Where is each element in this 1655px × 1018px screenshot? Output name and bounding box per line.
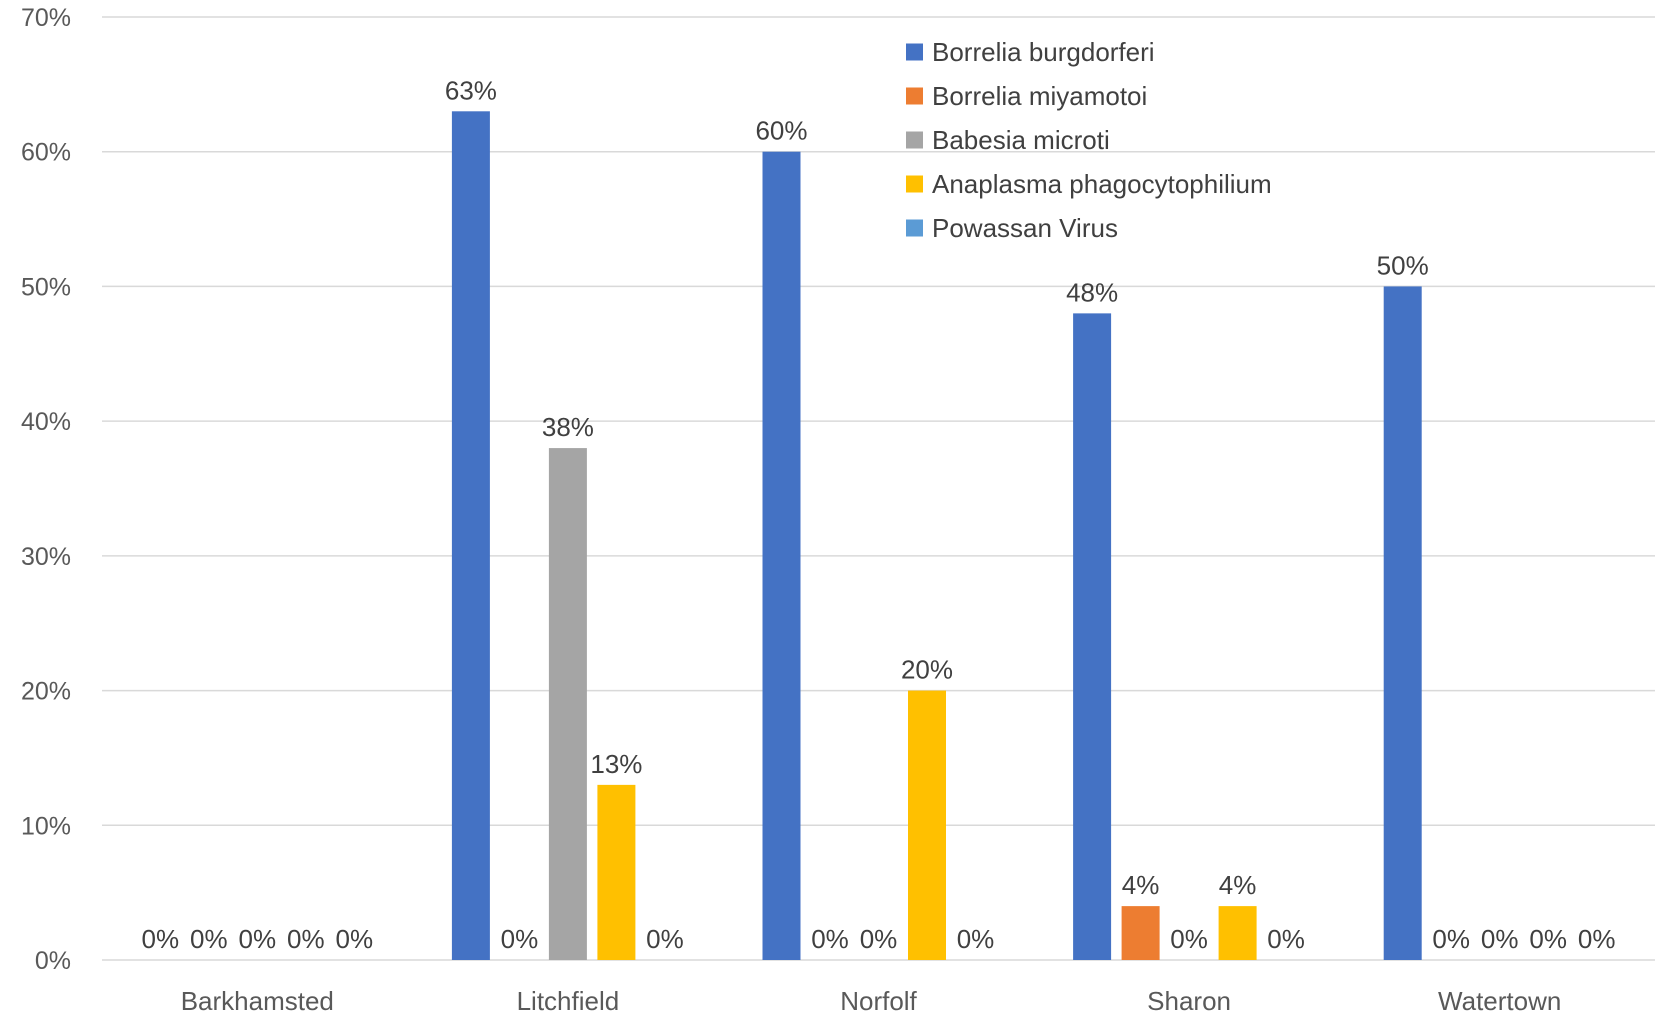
y-tick-label: 60% — [21, 139, 71, 167]
data-label: 0% — [1432, 924, 1470, 954]
data-label: 0% — [1529, 924, 1567, 954]
data-label: 0% — [336, 924, 374, 954]
data-label: 0% — [1170, 924, 1208, 954]
legend-label: Borrelia burgdorferi — [932, 37, 1155, 67]
bar — [548, 448, 587, 960]
legend: Borrelia burgdorferi Borrelia miyamotoi Ba… — [906, 37, 1272, 243]
data-label: 0% — [190, 924, 228, 954]
data-label: 48% — [1066, 277, 1118, 307]
data-label: 13% — [590, 749, 642, 779]
data-label: 4% — [1219, 870, 1257, 900]
data-label: 0% — [287, 924, 325, 954]
data-label: 38% — [542, 412, 594, 442]
x-category-label: Barkhamsted — [181, 986, 334, 1016]
bar — [1383, 286, 1422, 960]
legend-label: Anaplasma phagocytophilium — [932, 169, 1272, 199]
bar — [908, 690, 946, 960]
data-label: 0% — [1578, 924, 1616, 954]
y-tick-label: 30% — [21, 543, 71, 571]
bar — [1218, 906, 1257, 960]
data-label: 60% — [755, 116, 807, 146]
data-label: 0% — [501, 924, 539, 954]
legend-swatch — [906, 43, 923, 61]
data-label: 4% — [1122, 870, 1160, 900]
bar — [1121, 906, 1160, 960]
y-tick-label: 10% — [21, 812, 71, 840]
data-label: 0% — [142, 924, 180, 954]
bar — [762, 151, 801, 960]
legend-swatch — [906, 219, 923, 237]
x-axis-categories: Barkhamsted Litchfield Norfolf Sharon Watert… — [181, 986, 1562, 1016]
data-label: 0% — [239, 924, 277, 954]
y-tick-label: 20% — [21, 678, 71, 706]
y-axis-ticks: 0% 10% 20% 30% 40% 50% 60% 70% — [21, 4, 71, 975]
bar — [451, 111, 490, 961]
legend-swatch — [906, 175, 923, 193]
legend-swatch — [906, 87, 923, 105]
data-label: 0% — [957, 924, 995, 954]
data-label: 63% — [445, 75, 497, 105]
x-category-label: Norfolf — [840, 986, 917, 1016]
bar — [597, 784, 636, 960]
gridlines — [102, 16, 1655, 961]
legend-label: Powassan Virus — [932, 213, 1118, 243]
x-category-label: Watertown — [1438, 986, 1561, 1016]
data-label: 0% — [811, 924, 849, 954]
bar — [1073, 313, 1112, 960]
legend-swatch — [906, 131, 923, 149]
x-category-label: Litchfield — [517, 986, 620, 1016]
data-labels: 0% 0% 0% 0% 0% 63% 0% 38% 13% 0% 60% 0% 0% 20% 0% 48% 4%… — [142, 75, 1616, 954]
data-label: 0% — [860, 924, 898, 954]
x-category-label: Sharon — [1147, 986, 1231, 1016]
data-label: 20% — [901, 655, 953, 685]
data-label: 50% — [1377, 250, 1429, 280]
bars — [451, 111, 1422, 961]
y-tick-label: 40% — [21, 408, 71, 436]
y-tick-label: 50% — [21, 273, 71, 301]
y-tick-label: 70% — [21, 4, 71, 32]
data-label: 0% — [646, 924, 684, 954]
data-label: 0% — [1481, 924, 1519, 954]
y-tick-label: 0% — [35, 947, 71, 975]
data-label: 0% — [1267, 924, 1305, 954]
legend-label: Babesia microti — [932, 125, 1110, 155]
legend-label: Borrelia miyamotoi — [932, 81, 1147, 111]
